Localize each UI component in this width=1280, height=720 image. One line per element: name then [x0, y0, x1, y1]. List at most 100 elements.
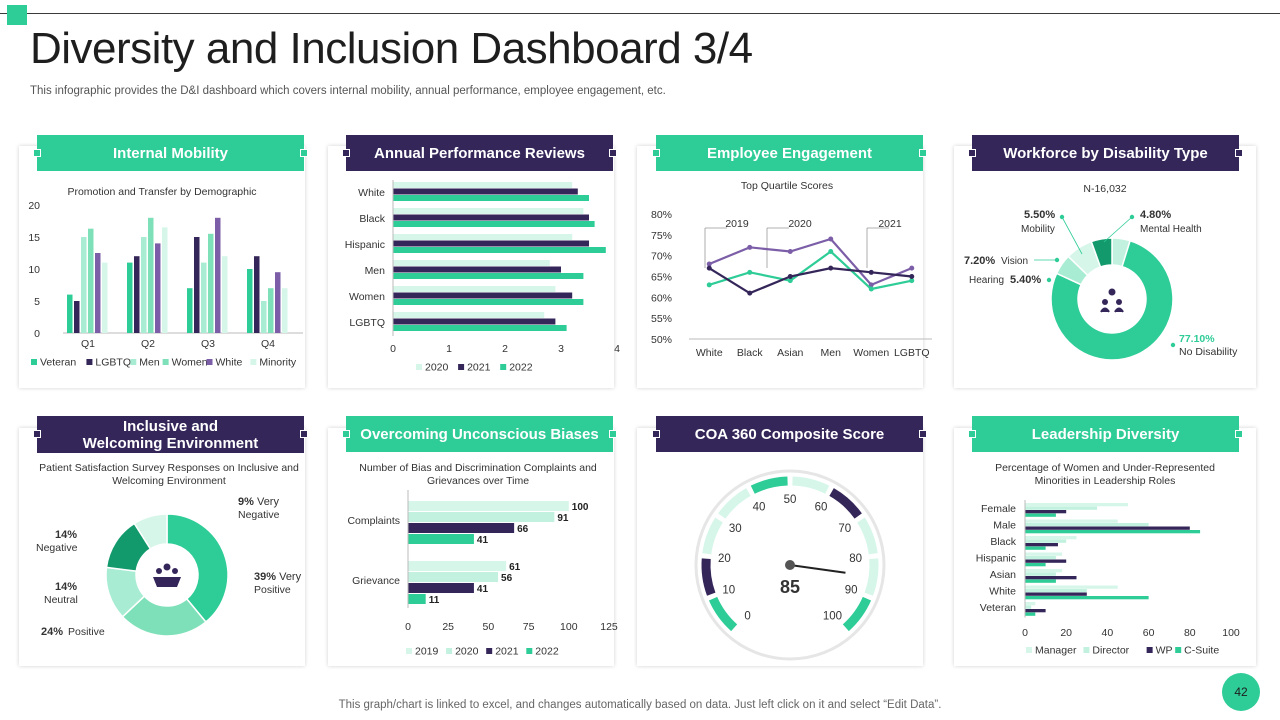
x-tick-label: 1 — [446, 343, 452, 355]
x-tick-label: 125 — [600, 621, 618, 633]
gauge-tick-20: 20 — [718, 553, 731, 565]
legend-swatch-white — [206, 359, 213, 365]
banner-dot-left — [33, 149, 41, 157]
point-2021-lgbtq — [909, 274, 915, 279]
bar-manager-male — [1025, 519, 1118, 523]
coa-360-gauge[interactable]: 0 10 20 30 40 50 60 70 80 90 100 85 — [637, 428, 923, 666]
bar-manager-black — [1025, 536, 1077, 540]
bar-veteran-q3 — [187, 288, 193, 333]
card-title: Internal Mobility — [112, 144, 228, 162]
legend-label-c-suite: C-Suite — [1184, 645, 1219, 657]
legend-label-white: White — [216, 357, 243, 369]
donut-center — [1090, 277, 1134, 321]
legend-label-2020: 2020 — [425, 362, 449, 374]
card-title: Annual Performance Reviews — [374, 144, 585, 162]
bar-wp-asian — [1025, 576, 1077, 580]
bar-2020-men — [393, 260, 550, 266]
leader-mobility — [1061, 216, 1083, 255]
people-icon-bodies — [1100, 307, 1124, 313]
x-tick-label: LGBTQ — [894, 347, 930, 359]
employee-engagement-banner: Employee Engagement — [652, 135, 927, 171]
banner-dot-left — [33, 430, 41, 438]
y-tick-label-grievance: Grievance — [352, 575, 400, 587]
bar-manager-white — [1025, 585, 1118, 589]
legend-label-2021: 2021 — [495, 646, 519, 658]
bar-2022-women — [393, 299, 584, 305]
x-tick-label: Asian — [777, 347, 803, 359]
banner-dot-right — [1235, 149, 1243, 157]
card-title: Workforce by Disability Type — [1003, 144, 1208, 162]
label-no-disability: No Disability — [1179, 346, 1238, 358]
bar-manager-veteran — [1025, 602, 1036, 606]
disability-type-chart[interactable]: 5.50% Mobility 4.80% Mental Health 7.20% Visi… — [954, 146, 1256, 388]
bar-c-suite-asian — [1025, 579, 1056, 583]
x-tick-label: 60 — [1143, 627, 1155, 639]
point-2020-women — [868, 286, 874, 292]
employee-engagement-chart[interactable]: 50% 55% 60% 65% 70% 75% 80% White Black Asian Men W… — [637, 146, 937, 388]
x-tick-label: Q4 — [261, 338, 275, 350]
gauge-segment — [829, 488, 862, 519]
y-tick-label-complaints: Complaints — [347, 515, 400, 527]
annotation-2019: 2019 — [725, 218, 749, 230]
donut-center — [142, 550, 192, 600]
bar-director-female — [1025, 506, 1098, 510]
gauge-tick-80: 80 — [849, 553, 862, 565]
legend-label-men: Men — [139, 357, 160, 369]
annotation-2020: 2020 — [788, 218, 812, 230]
bar-manager-hispanic — [1025, 552, 1063, 556]
footer-note: This graph/chart is linked to excel, and… — [338, 699, 942, 711]
bar-minority-q3 — [222, 256, 228, 333]
y-tick-label-hispanic: Hispanic — [976, 553, 1016, 565]
banner-dot-right — [1235, 430, 1243, 438]
legend-label-manager: Manager — [1035, 645, 1077, 657]
banner-dot-right — [300, 430, 308, 438]
legend-label-2022: 2022 — [509, 362, 533, 374]
point-2019-black — [747, 244, 753, 250]
chart-caption: Patient Satisfaction Survey Responses on… — [39, 462, 299, 487]
employee-engagement-card: Top Quartile Scores 50% 55% 60% 65% 70% 75% 80… — [637, 146, 932, 388]
group-hands-icon-hands — [153, 577, 181, 587]
slice-very-positive — [166, 513, 229, 624]
card-title-line1: Inclusive and — [122, 417, 219, 435]
legend-label-lgbtq: LGBTQ — [95, 357, 131, 369]
x-tick-label: 100 — [560, 621, 578, 633]
bar-2022-white — [393, 195, 589, 201]
legend-swatch-women — [162, 359, 169, 365]
bar-veteran-q2 — [127, 262, 133, 333]
bar-lgbtq-q1 — [74, 301, 80, 333]
label-very-positive-value: 39% — [254, 571, 276, 583]
gauge-tick-60: 60 — [815, 502, 828, 514]
gauge-segment — [708, 596, 738, 632]
bar-c-suite-black — [1025, 546, 1046, 550]
label-negative-value: 14% — [55, 529, 77, 541]
legend-swatch-minority — [250, 359, 257, 365]
label-mobility-value: 5.50% — [1024, 209, 1055, 221]
banner-dot-left — [652, 149, 660, 157]
x-tick-label: 20 — [1060, 627, 1072, 639]
bar-2020-lgbtq — [393, 312, 545, 318]
bar-c-suite-male — [1025, 530, 1201, 534]
internal-mobility-chart[interactable]: 0 5 10 15 20 Q1 Q2 Q3 Q4 Veteran LGBTQ Men Women Whit… — [19, 146, 305, 388]
chart-caption: Top Quartile Scores — [740, 180, 834, 192]
data-label-2019-complaints: 100 — [572, 502, 589, 513]
slice-no-disability — [1050, 239, 1174, 361]
leadership-diversity-chart[interactable]: Female Male Black Hispanic Asian White Veteran… — [954, 428, 1256, 666]
y-tick-label-lgbtq: LGBTQ — [349, 317, 385, 329]
bar-minority-q1 — [102, 262, 108, 333]
internal-mobility-card: Promotion and Transfer by Demographic 0 5… — [19, 146, 305, 388]
bar-director-hispanic — [1025, 556, 1056, 560]
bar-wp-black — [1025, 543, 1058, 547]
point-2021-black — [747, 290, 753, 296]
bar-women-q4 — [268, 288, 274, 333]
banner-dot-left — [652, 430, 660, 438]
y-tick-label: 20 — [28, 200, 40, 212]
bar-2022-complaints — [408, 534, 474, 544]
legend-swatch-director — [1083, 647, 1090, 653]
label-very-positive-group: 39% Very — [254, 571, 302, 583]
x-tick-label: White — [696, 347, 723, 359]
bar-white-q1 — [95, 253, 101, 333]
annual-performance-chart[interactable]: White Black Hispanic Men Women LGBTQ 0 1 2 3 4 2020… — [328, 146, 620, 388]
legend-swatch-2022 — [526, 648, 533, 654]
